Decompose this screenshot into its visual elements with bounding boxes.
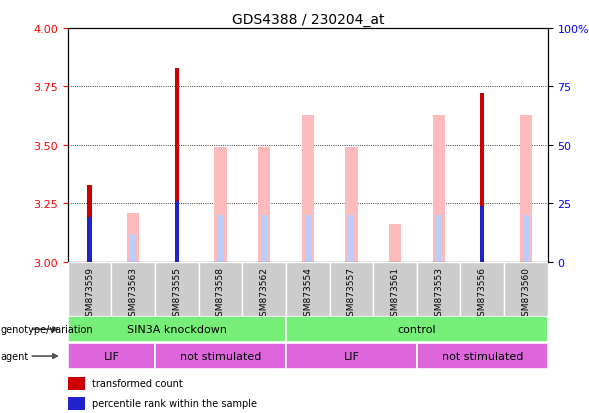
Bar	[68, 316, 286, 342]
Title: GDS4388 / 230204_at: GDS4388 / 230204_at	[231, 12, 384, 26]
Text: percentile rank within the sample: percentile rank within the sample	[92, 398, 257, 408]
Bar	[389, 225, 401, 262]
Text: GSM873557: GSM873557	[347, 266, 356, 321]
Bar	[286, 316, 548, 342]
Text: LIF: LIF	[343, 351, 359, 361]
Text: GSM873562: GSM873562	[260, 266, 269, 321]
Bar	[127, 213, 140, 262]
Text: GSM873553: GSM873553	[434, 266, 443, 321]
Bar	[68, 377, 85, 390]
Text: GSM873563: GSM873563	[128, 266, 138, 321]
Bar	[305, 216, 311, 262]
Bar	[217, 216, 224, 262]
Bar	[155, 343, 286, 369]
Text: GSM873559: GSM873559	[85, 266, 94, 321]
Bar	[330, 262, 373, 316]
Bar	[242, 262, 286, 316]
Bar	[436, 216, 442, 262]
Text: not stimulated: not stimulated	[442, 351, 523, 361]
Bar	[461, 262, 504, 316]
Bar	[68, 343, 155, 369]
Bar	[175, 69, 179, 262]
Text: SIN3A knockdown: SIN3A knockdown	[127, 324, 227, 335]
Text: LIF: LIF	[104, 351, 120, 361]
Text: control: control	[398, 324, 436, 335]
Bar	[68, 397, 85, 410]
Bar	[348, 216, 355, 262]
Bar	[523, 216, 529, 262]
Bar	[175, 202, 179, 262]
Text: GSM873560: GSM873560	[521, 266, 531, 321]
Bar	[432, 115, 445, 262]
Bar	[214, 148, 227, 262]
Bar	[417, 262, 461, 316]
Bar	[345, 148, 358, 262]
Bar	[480, 94, 485, 262]
Text: not stimulated: not stimulated	[180, 351, 261, 361]
Bar	[111, 262, 155, 316]
Bar	[480, 206, 485, 262]
Bar	[373, 262, 417, 316]
Bar	[261, 216, 267, 262]
Bar	[302, 115, 314, 262]
Bar	[198, 262, 242, 316]
Bar	[504, 262, 548, 316]
Text: GSM873554: GSM873554	[303, 266, 312, 321]
Bar	[286, 343, 417, 369]
Text: agent: agent	[1, 351, 29, 361]
Bar	[130, 234, 136, 262]
Bar	[417, 343, 548, 369]
Bar	[520, 115, 532, 262]
Text: GSM873555: GSM873555	[173, 266, 181, 321]
Bar	[155, 262, 198, 316]
Bar	[87, 218, 92, 262]
Bar	[68, 262, 111, 316]
Bar	[286, 262, 330, 316]
Text: GSM873556: GSM873556	[478, 266, 487, 321]
Text: genotype/variation: genotype/variation	[1, 324, 93, 335]
Text: GSM873558: GSM873558	[216, 266, 225, 321]
Bar	[87, 185, 92, 262]
Text: transformed count: transformed count	[92, 378, 183, 388]
Text: GSM873561: GSM873561	[391, 266, 399, 321]
Bar	[258, 148, 270, 262]
